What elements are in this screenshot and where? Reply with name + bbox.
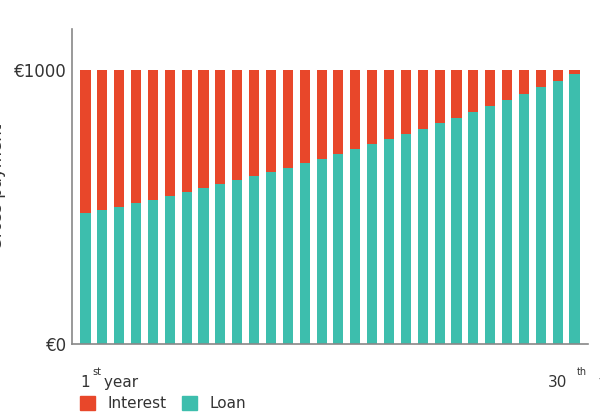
Bar bbox=[283, 71, 293, 168]
Bar bbox=[350, 149, 361, 344]
Bar bbox=[502, 71, 512, 100]
Bar bbox=[384, 139, 394, 344]
Bar bbox=[401, 71, 411, 134]
Bar bbox=[519, 94, 529, 344]
Bar bbox=[232, 71, 242, 181]
Text: 30: 30 bbox=[548, 375, 568, 390]
Bar bbox=[299, 163, 310, 344]
Bar bbox=[317, 159, 326, 344]
Bar bbox=[502, 100, 512, 344]
Y-axis label: Gross payment: Gross payment bbox=[0, 124, 6, 250]
Bar bbox=[485, 106, 495, 344]
Bar bbox=[232, 181, 242, 344]
Bar bbox=[468, 112, 478, 344]
Bar bbox=[317, 71, 326, 159]
Bar bbox=[266, 172, 276, 344]
Bar bbox=[434, 71, 445, 123]
Bar bbox=[553, 71, 563, 81]
Bar bbox=[468, 71, 478, 112]
Bar bbox=[114, 71, 124, 207]
Bar bbox=[553, 81, 563, 344]
Bar bbox=[451, 71, 461, 118]
Bar bbox=[215, 184, 226, 344]
Bar bbox=[519, 71, 529, 94]
Bar bbox=[384, 71, 394, 139]
Bar bbox=[249, 176, 259, 344]
Bar bbox=[569, 71, 580, 74]
Bar bbox=[569, 74, 580, 344]
Bar bbox=[249, 71, 259, 176]
Bar bbox=[434, 123, 445, 344]
Bar bbox=[299, 71, 310, 163]
Bar bbox=[97, 210, 107, 344]
Bar bbox=[165, 196, 175, 344]
Bar bbox=[199, 189, 209, 344]
Bar bbox=[283, 168, 293, 344]
Bar bbox=[215, 71, 226, 184]
Text: th: th bbox=[577, 367, 587, 377]
Bar bbox=[334, 154, 343, 344]
Bar bbox=[334, 71, 343, 154]
Bar bbox=[182, 71, 192, 192]
Bar bbox=[350, 71, 361, 149]
Bar bbox=[536, 87, 546, 344]
Bar bbox=[536, 71, 546, 87]
Bar bbox=[367, 144, 377, 344]
Bar bbox=[451, 118, 461, 344]
Text: year: year bbox=[99, 375, 139, 390]
Bar bbox=[367, 71, 377, 144]
Text: year: year bbox=[594, 375, 600, 390]
Bar bbox=[401, 134, 411, 344]
Bar bbox=[485, 71, 495, 106]
Legend: Interest, Loan: Interest, Loan bbox=[80, 396, 245, 411]
Bar bbox=[148, 200, 158, 344]
Bar bbox=[114, 207, 124, 344]
Bar bbox=[80, 71, 91, 213]
Bar bbox=[97, 71, 107, 210]
Bar bbox=[182, 192, 192, 344]
Bar bbox=[165, 71, 175, 196]
Text: 1: 1 bbox=[80, 375, 91, 390]
Text: st: st bbox=[92, 367, 101, 377]
Bar bbox=[418, 71, 428, 129]
Bar bbox=[131, 203, 141, 344]
Bar bbox=[131, 71, 141, 203]
Bar bbox=[418, 129, 428, 344]
Bar bbox=[80, 213, 91, 344]
Bar bbox=[266, 71, 276, 172]
Bar bbox=[148, 71, 158, 199]
Bar bbox=[199, 71, 209, 189]
